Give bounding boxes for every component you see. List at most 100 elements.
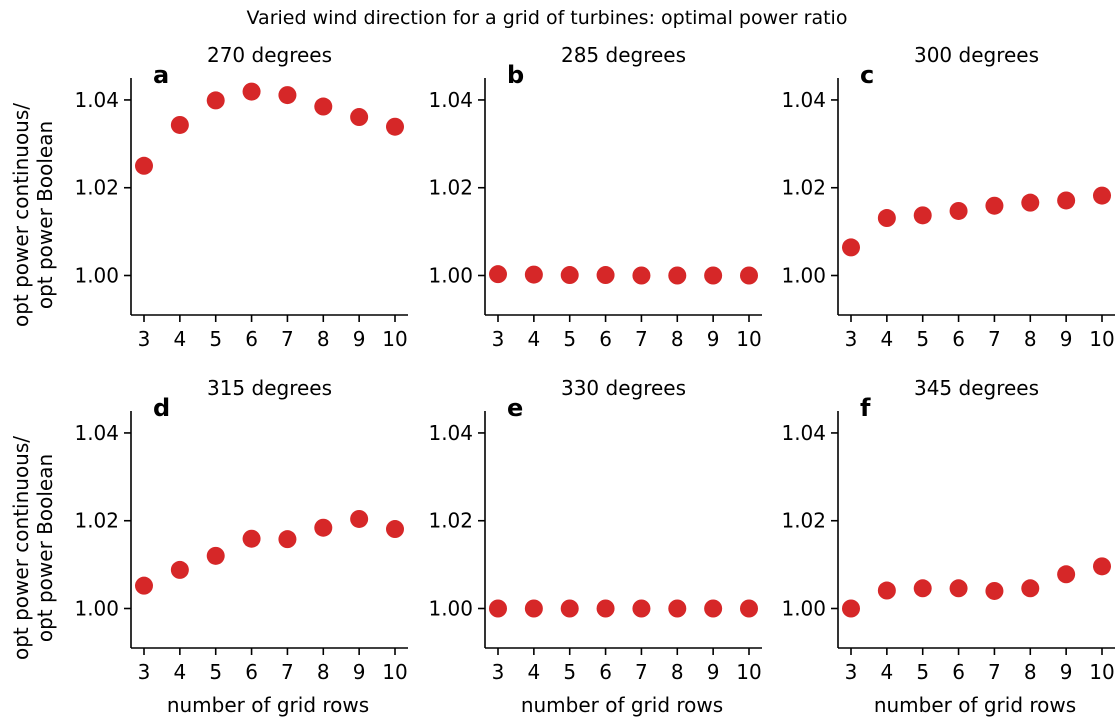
x-tick-label-c: 3	[845, 327, 858, 351]
x-tick-label-f: 10	[1089, 660, 1114, 684]
data-point-d	[242, 529, 261, 548]
x-tick-label-a: 7	[281, 327, 294, 351]
y-tick-label-b: 1.04	[428, 88, 473, 112]
data-point-a	[278, 86, 297, 105]
data-point-d	[314, 518, 333, 537]
x-tick-label-b: 4	[527, 327, 540, 351]
x-tick-label-e: 7	[635, 660, 648, 684]
xlabel-f: number of grid rows	[874, 693, 1076, 717]
x-tick-label-b: 10	[736, 327, 761, 351]
x-tick-label-e: 3	[492, 660, 505, 684]
data-point-b	[740, 266, 758, 285]
y-tick-label-d: 1.00	[74, 597, 119, 621]
y-tick-label-a: 1.00	[74, 264, 119, 288]
y-tick-label-f: 1.04	[781, 421, 826, 445]
x-tick-label-b: 7	[635, 327, 648, 351]
x-tick-label-b: 5	[563, 327, 576, 351]
y-tick-label-b: 1.00	[428, 264, 473, 288]
panel-e: 330 degrees e 1.00 1.02 1.04 3 4 5 6 7 8 9 10	[428, 376, 762, 684]
data-point-b	[704, 266, 723, 285]
x-tick-label-a: 5	[209, 327, 222, 351]
data-point-e	[489, 599, 507, 618]
data-point-e	[632, 599, 651, 618]
data-point-f	[913, 579, 932, 598]
data-point-a	[206, 91, 225, 110]
x-tick-label-b: 8	[671, 327, 684, 351]
panel-b: 285 degrees b 1.00 1.02 1.04 3 4 5 6 7 8 9 10	[428, 43, 762, 351]
data-point-d	[206, 546, 225, 565]
panel-title-a: 270 degrees	[207, 43, 332, 67]
data-point-a	[242, 82, 261, 101]
panel-c: 300 degrees c 1.00 1.02 1.04 3 4 5 6 7 8 9 10	[781, 43, 1115, 351]
x-tick-label-a: 9	[353, 327, 366, 351]
data-point-d	[350, 509, 369, 528]
x-tick-label-c: 7	[988, 327, 1001, 351]
xlabel-e: number of grid rows	[521, 693, 723, 717]
ylabel-bottom-line1: opt power continuous/	[9, 436, 33, 660]
x-tick-label-e: 10	[736, 660, 761, 684]
x-tick-label-a: 6	[245, 327, 258, 351]
y-tick-label-b: 1.02	[428, 176, 473, 200]
x-tick-label-e: 8	[671, 660, 684, 684]
data-point-d	[135, 576, 153, 595]
ylabel-top-line1: opt power continuous/	[9, 103, 33, 327]
x-tick-label-f: 5	[916, 660, 929, 684]
ylabel-top-line2: opt power Boolean	[33, 121, 57, 309]
data-point-e	[596, 599, 615, 618]
x-tick-label-f: 6	[952, 660, 965, 684]
x-tick-label-c: 5	[916, 327, 929, 351]
data-point-b	[524, 265, 543, 284]
y-tick-label-e: 1.04	[428, 421, 473, 445]
x-tick-label-f: 3	[845, 660, 858, 684]
data-point-f	[1021, 579, 1040, 598]
x-tick-label-b: 3	[492, 327, 505, 351]
data-point-f	[949, 579, 968, 598]
data-point-b	[668, 266, 687, 285]
data-point-f	[842, 599, 860, 618]
y-tick-label-c: 1.02	[781, 176, 826, 200]
panel-letter-a: a	[153, 61, 169, 89]
data-point-b	[489, 265, 507, 284]
panel-title-f: 345 degrees	[914, 376, 1039, 400]
x-tick-label-b: 9	[707, 327, 720, 351]
data-point-f	[877, 581, 896, 600]
data-point-c	[1093, 186, 1111, 205]
x-tick-label-c: 10	[1089, 327, 1114, 351]
x-tick-label-a: 8	[317, 327, 330, 351]
data-point-a	[314, 97, 333, 116]
data-point-a	[350, 108, 369, 127]
x-tick-label-d: 10	[382, 660, 407, 684]
x-tick-label-a: 4	[173, 327, 186, 351]
panel-letter-b: b	[507, 61, 524, 89]
y-tick-label-d: 1.04	[74, 421, 119, 445]
data-point-f	[1093, 557, 1111, 576]
x-tick-label-c: 4	[880, 327, 893, 351]
data-point-b	[560, 266, 579, 285]
y-tick-label-a: 1.02	[74, 176, 119, 200]
y-tick-label-f: 1.02	[781, 509, 826, 533]
x-tick-label-a: 3	[138, 327, 151, 351]
xlabel-d: number of grid rows	[167, 693, 369, 717]
x-tick-label-e: 5	[563, 660, 576, 684]
data-point-f	[985, 581, 1004, 600]
x-tick-label-d: 6	[245, 660, 258, 684]
data-point-c	[913, 206, 932, 225]
data-point-c	[877, 209, 896, 228]
data-point-c	[985, 196, 1004, 215]
x-tick-label-a: 10	[382, 327, 407, 351]
x-tick-label-d: 8	[317, 660, 330, 684]
panel-d: 315 degrees d 1.00 1.02 1.04 3 4 5 6 7 8 9 10	[74, 376, 408, 684]
data-point-a	[135, 156, 153, 175]
x-tick-label-d: 9	[353, 660, 366, 684]
y-tick-label-d: 1.02	[74, 509, 119, 533]
x-tick-label-d: 4	[173, 660, 186, 684]
panel-letter-c: c	[860, 61, 874, 89]
x-tick-label-e: 6	[599, 660, 612, 684]
data-point-d	[278, 530, 297, 549]
ylabel-bottom-line2: opt power Boolean	[33, 454, 57, 642]
panel-title-e: 330 degrees	[561, 376, 686, 400]
x-tick-label-d: 5	[209, 660, 222, 684]
x-tick-label-f: 7	[988, 660, 1001, 684]
panel-title-b: 285 degrees	[561, 43, 686, 67]
data-point-d	[386, 520, 404, 539]
